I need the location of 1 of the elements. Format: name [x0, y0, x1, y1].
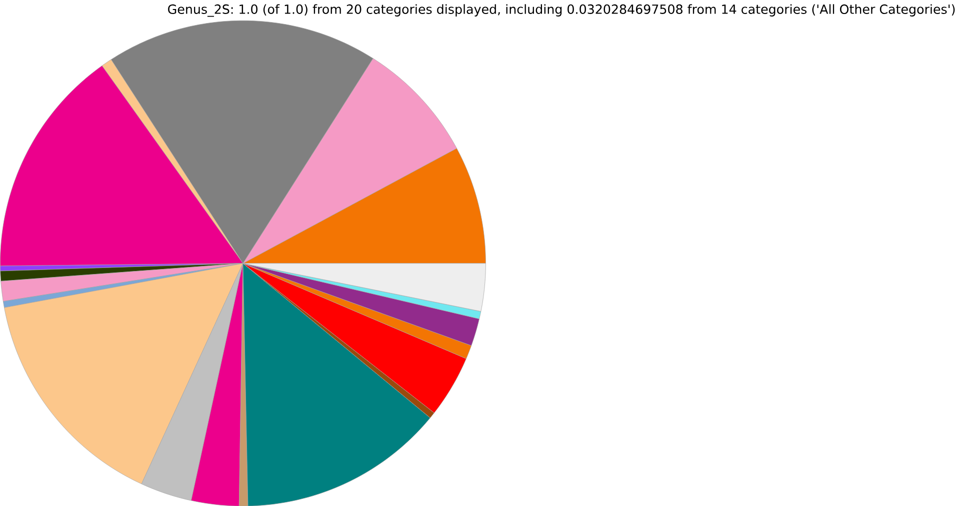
text: Genus_2S: 1.0 (of 1.0) from 20 categories displayed, including 0.0320284697508 from 14 categories ('All Other Categories'): [168, 4, 955, 17]
